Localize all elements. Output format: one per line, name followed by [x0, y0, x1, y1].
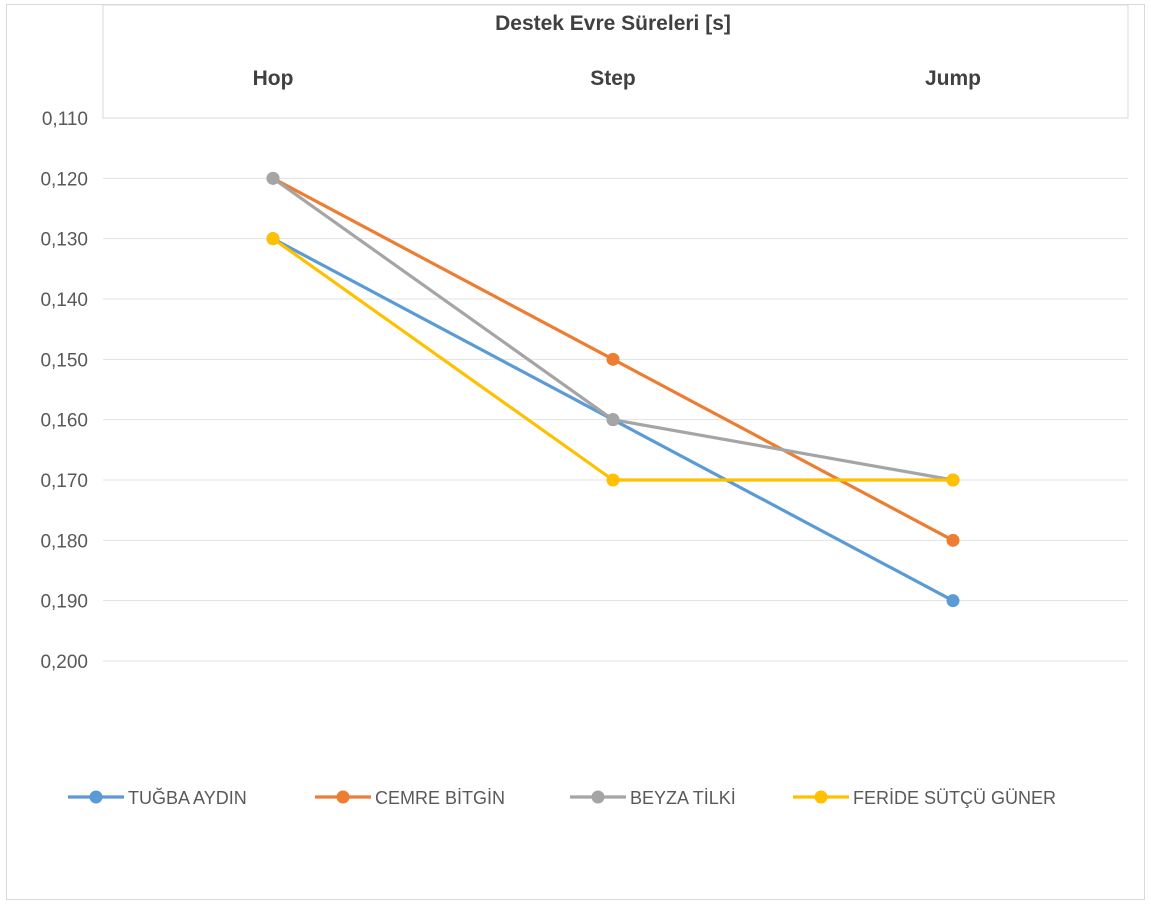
- y-tick-label: 0,150: [40, 350, 88, 371]
- series-line: [272, 177, 954, 482]
- legend-label: TUĞBA AYDIN: [128, 787, 247, 808]
- chart-title: Destek Evre Süreleri [s]: [495, 12, 731, 35]
- series-points: [266, 171, 960, 608]
- legend-marker: [89, 790, 103, 804]
- data-point: [266, 232, 280, 246]
- legend-label: CEMRE BİTGİN: [375, 788, 505, 808]
- data-point: [266, 171, 280, 185]
- y-tick-label: 0,110: [42, 109, 88, 130]
- legend: TUĞBA AYDIN CEMRE BİTGİN BEYZA TİLKİ FERİDE…: [68, 787, 1056, 808]
- legend-label: BEYZA TİLKİ: [630, 788, 736, 808]
- category-label: Hop: [253, 67, 294, 90]
- y-tick-label: 0,180: [40, 531, 88, 552]
- legend-marker: [814, 790, 828, 804]
- legend-label: FERİDE SÜTÇÜ GÜNER: [853, 788, 1056, 808]
- data-point: [946, 594, 960, 608]
- category-label: Jump: [925, 67, 981, 90]
- header-box: [102, 4, 1129, 119]
- data-point: [606, 413, 620, 427]
- category-label: Step: [590, 67, 636, 90]
- data-point: [946, 533, 960, 547]
- y-tick-label: 0,160: [40, 411, 88, 432]
- series-lines: [272, 176, 954, 603]
- data-point: [606, 352, 620, 366]
- category-header: Destek Evre Süreleri [s] Hop Step Jump: [102, 4, 1129, 119]
- data-point: [946, 473, 960, 487]
- gridlines: [103, 117, 1128, 662]
- y-tick-label: 0,170: [40, 471, 88, 492]
- y-tick-label: 0,190: [40, 592, 88, 613]
- legend-marker: [336, 790, 350, 804]
- legend-marker: [591, 790, 605, 804]
- y-tick-label: 0,140: [40, 290, 88, 311]
- data-point: [606, 473, 620, 487]
- y-tick-label: 0,130: [40, 230, 88, 251]
- y-axis-ticks: 0,110 0,120 0,130 0,140 0,150 0,160 0,170 0,180…: [40, 109, 88, 673]
- y-tick-label: 0,200: [40, 652, 88, 673]
- y-tick-label: 0,120: [40, 169, 88, 190]
